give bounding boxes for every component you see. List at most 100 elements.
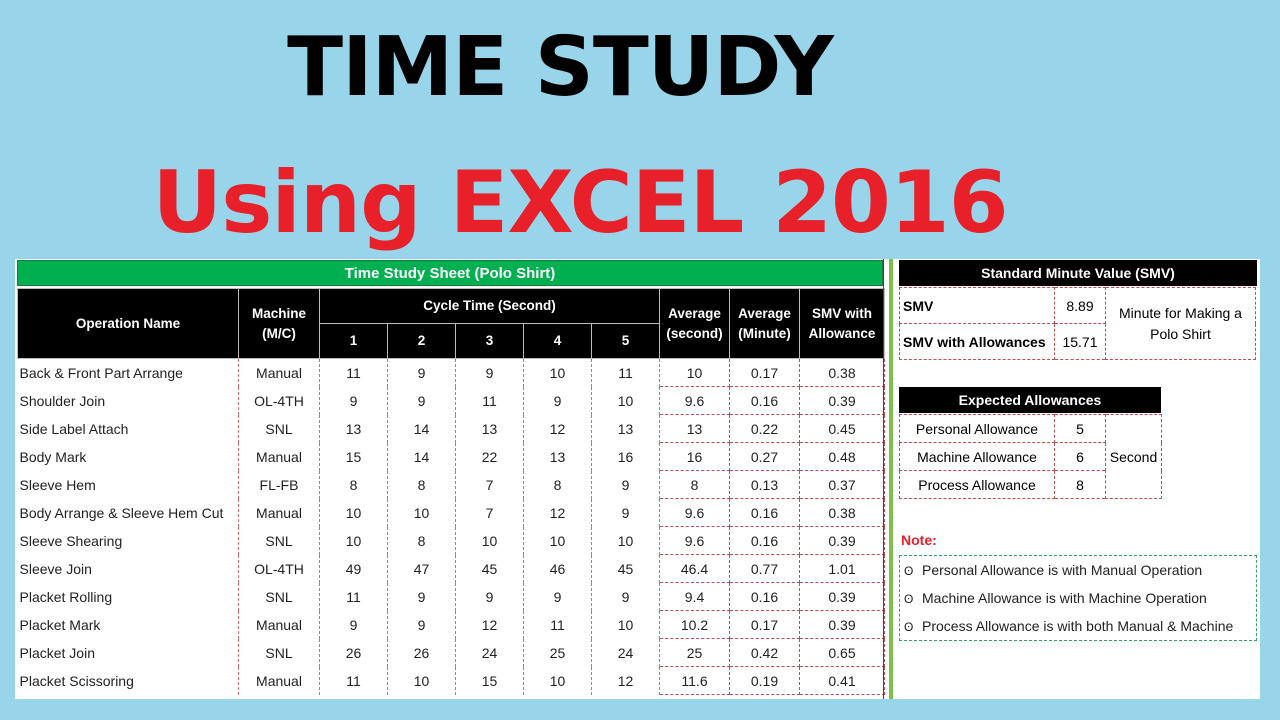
- cycle-4-cell: 8: [523, 470, 592, 499]
- machine-cell: FL-FB: [238, 470, 320, 499]
- cycle-4-cell: 10: [523, 358, 592, 387]
- cycle-4-cell: 9: [523, 386, 592, 415]
- cycle-2-cell: 8: [387, 526, 456, 555]
- bullet-icon: ʘ: [904, 620, 914, 634]
- cycle-3-cell: 9: [455, 582, 524, 611]
- average-second-cell: 9.6: [659, 526, 730, 555]
- machine-cell: SNL: [238, 638, 320, 667]
- cycle-1-cell: 10: [319, 498, 388, 527]
- operation-cell: Placket Join: [17, 638, 239, 667]
- cycle-2-cell: 10: [387, 666, 456, 695]
- smv-cell: 0.48: [799, 442, 885, 471]
- header-smv-allowance: SMV with Allowance: [799, 288, 885, 359]
- title-using-excel: Using EXCEL 2016: [152, 153, 1008, 253]
- operation-cell: Sleeve Shearing: [17, 526, 239, 555]
- operation-cell: Body Mark: [17, 442, 239, 471]
- cycle-2-cell: 9: [387, 582, 456, 611]
- time-study-sheet-title: Time Study Sheet (Polo Shirt): [17, 260, 883, 286]
- smv-allowance-label: SMV with Allowances: [899, 323, 1055, 360]
- cycle-4-cell: 10: [523, 526, 592, 555]
- machine-cell: Manual: [238, 498, 320, 527]
- machine-cell: SNL: [238, 582, 320, 611]
- spreadsheet-area: Time Study Sheet (Polo Shirt) Operation …: [15, 259, 1260, 699]
- smv-table: SMV 8.89 Minute for Making a Polo Shirt S…: [899, 287, 1256, 360]
- note-item: ʘ Personal Allowance is with Manual Opera…: [900, 556, 1256, 584]
- cycle-1-cell: 9: [319, 386, 388, 415]
- cycle-4-cell: 46: [523, 554, 592, 583]
- cycle-5-cell: 24: [591, 638, 660, 667]
- table-row: Sleeve Join OL-4TH 49 47 45 46 45 46.4 0.77 1.01: [17, 554, 885, 583]
- cycle-5-cell: 45: [591, 554, 660, 583]
- smv-unit: Minute for Making a Polo Shirt: [1105, 287, 1256, 360]
- smv-cell: 0.39: [799, 386, 885, 415]
- cycle-5-cell: 9: [591, 470, 660, 499]
- average-second-cell: 10: [659, 358, 730, 387]
- cycle-1-cell: 15: [319, 442, 388, 471]
- average-minute-cell: 0.17: [729, 610, 800, 639]
- cycle-3-cell: 13: [455, 414, 524, 443]
- cycle-3-cell: 9: [455, 358, 524, 387]
- header-cycle-time: Cycle Time (Second): [319, 288, 660, 324]
- cycle-5-cell: 11: [591, 358, 660, 387]
- smv-cell: 0.45: [799, 414, 885, 443]
- time-study-table: Operation Name Machine (M/C) Cycle Time (…: [17, 288, 885, 695]
- allowance-unit: Second: [1105, 414, 1162, 499]
- smv-cell: 0.39: [799, 582, 885, 611]
- machine-cell: OL-4TH: [238, 554, 320, 583]
- operation-cell: Shoulder Join: [17, 386, 239, 415]
- average-minute-cell: 0.22: [729, 414, 800, 443]
- cycle-1-cell: 10: [319, 526, 388, 555]
- average-minute-cell: 0.17: [729, 358, 800, 387]
- smv-label: SMV: [899, 287, 1055, 324]
- header-cycle-5: 5: [591, 323, 660, 359]
- smv-cell: 0.38: [799, 498, 885, 527]
- cycle-5-cell: 10: [591, 526, 660, 555]
- machine-cell: SNL: [238, 526, 320, 555]
- cycle-1-cell: 26: [319, 638, 388, 667]
- average-second-cell: 9.6: [659, 498, 730, 527]
- cycle-2-cell: 47: [387, 554, 456, 583]
- machine-cell: Manual: [238, 666, 320, 695]
- average-minute-cell: 0.16: [729, 498, 800, 527]
- smv-cell: 0.65: [799, 638, 885, 667]
- cycle-4-cell: 9: [523, 582, 592, 611]
- cycle-3-cell: 24: [455, 638, 524, 667]
- machine-cell: Manual: [238, 442, 320, 471]
- operation-cell: Sleeve Hem: [17, 470, 239, 499]
- operation-cell: Placket Scissoring: [17, 666, 239, 695]
- table-row: Body Arrange & Sleeve Hem Cut Manual 10 10 7…: [17, 498, 885, 527]
- title-time-study: TIME STUDY: [287, 20, 834, 115]
- note-item: ʘ Machine Allowance is with Machine Opera…: [900, 584, 1256, 612]
- cycle-1-cell: 11: [319, 358, 388, 387]
- cycle-5-cell: 16: [591, 442, 660, 471]
- header-average-second: Average (second): [659, 288, 730, 359]
- cycle-4-cell: 13: [523, 442, 592, 471]
- note-box: ʘ Personal Allowance is with Manual Opera…: [899, 555, 1257, 641]
- average-minute-cell: 0.16: [729, 526, 800, 555]
- average-minute-cell: 0.16: [729, 582, 800, 611]
- cycle-5-cell: 13: [591, 414, 660, 443]
- cycle-3-cell: 15: [455, 666, 524, 695]
- operation-cell: Sleeve Join: [17, 554, 239, 583]
- header-average-minute: Average (Minute): [729, 288, 800, 359]
- allowance-value: 5: [1054, 414, 1106, 443]
- average-second-cell: 16: [659, 442, 730, 471]
- operation-cell: Side Label Attach: [17, 414, 239, 443]
- smv-cell: 0.39: [799, 610, 885, 639]
- note-item: ʘ Process Allowance is with both Manual &…: [900, 612, 1256, 640]
- average-minute-cell: 0.16: [729, 386, 800, 415]
- table-row: Placket Mark Manual 9 9 12 11 10 10.2 0.17 0.39: [17, 610, 885, 639]
- table-row: Placket Rolling SNL 11 9 9 9 9 9.4 0.16 0.39: [17, 582, 885, 611]
- cycle-2-cell: 14: [387, 414, 456, 443]
- cycle-5-cell: 9: [591, 498, 660, 527]
- average-second-cell: 46.4: [659, 554, 730, 583]
- average-second-cell: 9.4: [659, 582, 730, 611]
- header-cycle-1: 1: [319, 323, 388, 359]
- table-row: Sleeve Shearing SNL 10 8 10 10 10 9.6 0.16 0.39: [17, 526, 885, 555]
- cycle-5-cell: 12: [591, 666, 660, 695]
- smv-value: 8.89: [1054, 287, 1106, 324]
- cycle-5-cell: 9: [591, 582, 660, 611]
- cycle-5-cell: 10: [591, 610, 660, 639]
- allowance-value: 6: [1054, 442, 1106, 471]
- cycle-2-cell: 9: [387, 358, 456, 387]
